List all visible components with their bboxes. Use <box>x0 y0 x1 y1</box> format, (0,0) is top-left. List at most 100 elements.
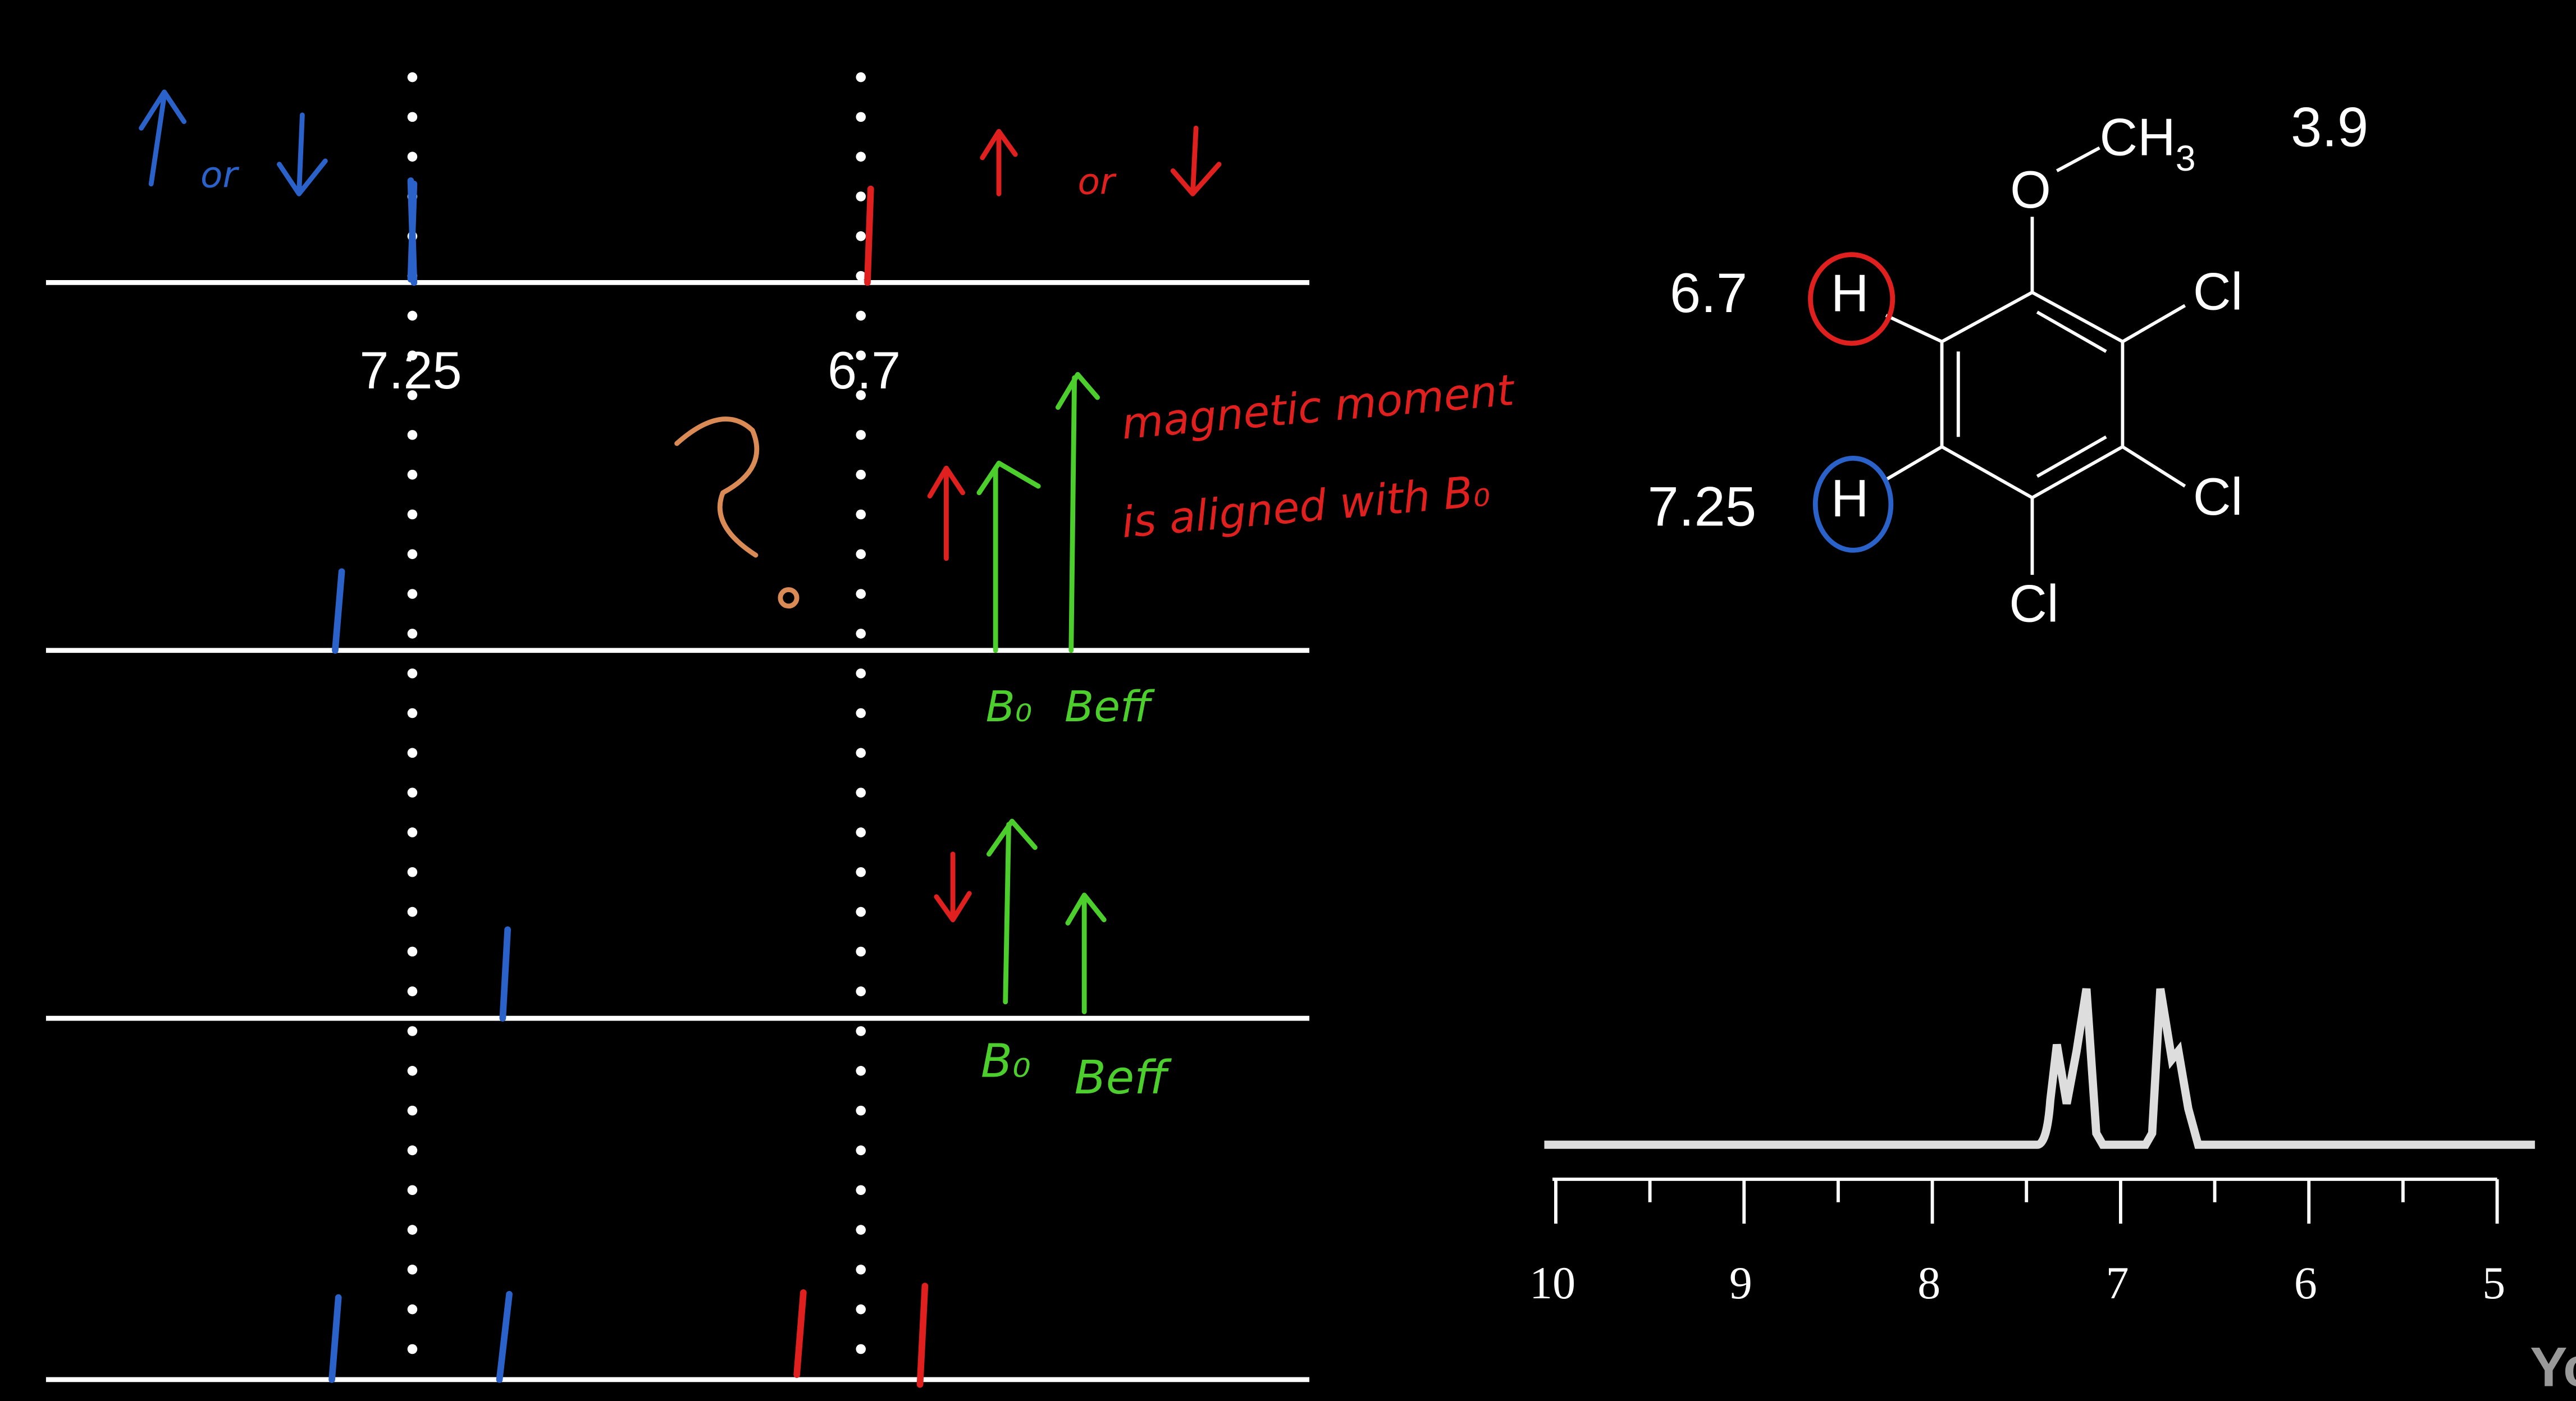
guide-dot <box>407 549 418 560</box>
peaks <box>328 177 929 1388</box>
note: B₀ <box>986 681 1033 731</box>
guide-dot <box>856 708 866 718</box>
guide-dot <box>856 589 866 599</box>
guide-dot <box>856 271 866 281</box>
guide-dot <box>856 430 866 440</box>
note: Beff <box>1065 681 1155 731</box>
guide-dot <box>407 350 418 361</box>
guide-dot <box>856 1265 866 1275</box>
red-peak <box>793 1289 807 1378</box>
guide-dot <box>856 1344 866 1354</box>
guide-dot <box>856 629 866 639</box>
guide-dot <box>856 549 866 560</box>
question-dot <box>778 587 800 609</box>
blue-down-arrow <box>277 112 328 196</box>
arrows <box>139 89 1222 1014</box>
guide-dot <box>407 668 418 679</box>
guide-dot <box>856 469 866 480</box>
note: or <box>200 154 239 196</box>
atom: H <box>1831 263 1869 322</box>
shift-label: 3.9 <box>2291 96 2368 158</box>
guide-dot <box>856 1185 866 1196</box>
guide-dot <box>856 72 866 83</box>
guide-dot <box>407 1145 418 1156</box>
guide-dot <box>407 867 418 877</box>
blue-peak <box>499 926 511 1022</box>
axis-label: 8 <box>1917 1257 1940 1308</box>
guide-dot <box>407 1265 418 1275</box>
guide-dot <box>407 310 418 321</box>
green-arrow <box>1055 372 1100 653</box>
spectrum-curve <box>1544 988 2535 1149</box>
guide-dot <box>407 72 418 83</box>
guide-dot <box>856 906 866 917</box>
guide-dot <box>856 152 866 162</box>
axis-label: 6 <box>2294 1257 2317 1308</box>
circle-highlight <box>1808 252 1896 346</box>
ring-inner <box>1956 310 2107 478</box>
axis-label: 9 <box>1729 1257 1752 1308</box>
level-label: 7.25 <box>359 341 462 400</box>
guide-dot <box>856 668 866 679</box>
note: Beff <box>1075 1051 1172 1105</box>
guide-dot <box>407 1066 418 1076</box>
blue-peak <box>407 177 418 286</box>
red-down-arrow <box>1170 125 1222 196</box>
note: or <box>1077 161 1116 203</box>
guide-dot <box>856 867 866 877</box>
guide-dot <box>407 509 418 520</box>
methyl: CH3 <box>2099 107 2195 178</box>
guide-dot <box>856 827 866 837</box>
red-peak <box>864 185 874 286</box>
atom: H <box>1831 469 1869 528</box>
guide-dot <box>856 788 866 798</box>
guide-dot <box>856 748 866 758</box>
energy-lines <box>45 280 1310 1382</box>
guide-dot <box>407 152 418 162</box>
shift-label: 6.7 <box>1670 262 1747 324</box>
guide-dot <box>856 1105 866 1116</box>
blue-peak <box>332 568 345 654</box>
atom: CH <box>2099 107 2175 166</box>
atom: Cl <box>2193 262 2242 321</box>
guide-dot <box>856 509 866 520</box>
guide-dot <box>407 986 418 996</box>
atom: Cl <box>2009 574 2058 633</box>
red-peak <box>916 1283 929 1388</box>
guide-dot <box>407 1026 418 1036</box>
blue-up-arrow <box>139 89 187 187</box>
axis-label: 5 <box>2482 1257 2505 1308</box>
green-arrow <box>976 460 1041 653</box>
guide-dot <box>856 231 866 241</box>
atom: Cl <box>2193 467 2242 526</box>
guide-dot <box>856 1145 866 1156</box>
subscript: 3 <box>2176 138 2196 178</box>
question-mark <box>674 416 760 558</box>
red-up-arrow <box>927 465 966 561</box>
green-arrow <box>1065 892 1107 1014</box>
guide-dot <box>856 191 866 202</box>
guide-dot <box>407 1225 418 1235</box>
guide-dot <box>407 469 418 480</box>
guide-dot <box>407 788 418 798</box>
guide-dot <box>856 1225 866 1235</box>
guide-dot <box>407 708 418 718</box>
guide-dot <box>856 1304 866 1315</box>
spectrum-ticks: 10 9 8 7 6 5 <box>1529 1179 2505 1308</box>
molecule-bonds <box>1885 146 2186 575</box>
guide-dot <box>407 629 418 639</box>
guide-dot <box>856 946 866 957</box>
bonds <box>1885 146 2186 575</box>
guide-dot <box>407 748 418 758</box>
guide-dot <box>407 906 418 917</box>
guide-dot <box>856 986 866 996</box>
spectrum: 10 9 8 7 6 5 <box>1529 988 2535 1308</box>
guide-dot <box>407 1344 418 1354</box>
guide-dot <box>856 112 866 122</box>
guide-dot <box>407 1304 418 1315</box>
red-down-arrow <box>934 851 972 923</box>
note: B₀ <box>981 1035 1031 1088</box>
